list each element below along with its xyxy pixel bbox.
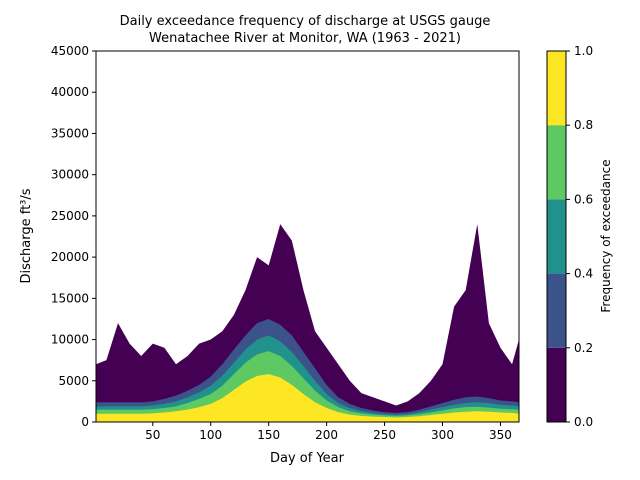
colorbar: 0.0 0.2 0.4 0.6 0.8 1.0 — [546, 44, 593, 429]
plot-area — [96, 224, 519, 422]
y-axis-label: Discharge ft³/s — [19, 188, 34, 283]
axes-frame — [95, 50, 520, 423]
colorbar-tick-label: 0.0 — [574, 415, 593, 429]
colorbar-tick-label: 0.6 — [574, 192, 593, 206]
x-tick-label: 250 — [373, 428, 396, 442]
y-tick-label: 20000 — [51, 250, 89, 264]
x-axis-ticks: 50 100 150 200 250 300 350 — [145, 422, 512, 442]
x-tick-label: 200 — [315, 428, 338, 442]
y-tick-label: 30000 — [51, 168, 89, 182]
x-tick-label: 150 — [257, 428, 280, 442]
colorbar-tick-label: 0.8 — [574, 118, 593, 132]
colorbar-label: Frequency of exceedance — [599, 159, 613, 312]
y-tick-label: 25000 — [51, 209, 89, 223]
y-tick-label: 10000 — [51, 333, 89, 347]
colorbar-band-3 — [547, 125, 566, 200]
y-tick-label: 0 — [81, 415, 89, 429]
area-band-4 — [96, 374, 519, 422]
chart-title-line2: Wenatachee River at Monitor, WA (1963 - … — [149, 31, 461, 46]
y-tick-label: 40000 — [51, 85, 89, 99]
colorbar-band-2 — [547, 199, 566, 274]
y-tick-label: 35000 — [51, 126, 89, 140]
y-tick-label: 15000 — [51, 291, 89, 305]
colorbar-band-0 — [547, 347, 566, 422]
y-axis-ticks: 0 5000 10000 15000 20000 25000 30000 35000 40000… — [51, 44, 96, 429]
x-tick-label: 50 — [145, 428, 160, 442]
area-band-3 — [96, 351, 519, 422]
x-tick-label: 300 — [431, 428, 454, 442]
x-axis-label: Day of Year — [270, 451, 345, 466]
y-tick-label: 5000 — [58, 374, 89, 388]
colorbar-band-4 — [547, 51, 566, 126]
colorbar-band-1 — [547, 273, 566, 348]
colorbar-tick-label: 1.0 — [574, 44, 593, 58]
colorbar-frame — [546, 50, 567, 423]
colorbar-tick-label: 0.2 — [574, 341, 593, 355]
colorbar-tick-label: 0.4 — [574, 267, 593, 281]
y-tick-label: 45000 — [51, 44, 89, 58]
x-tick-label: 350 — [489, 428, 512, 442]
area-band-0 — [96, 224, 519, 422]
chart-title-line1: Daily exceedance frequency of discharge … — [120, 14, 491, 29]
x-tick-label: 100 — [199, 428, 222, 442]
